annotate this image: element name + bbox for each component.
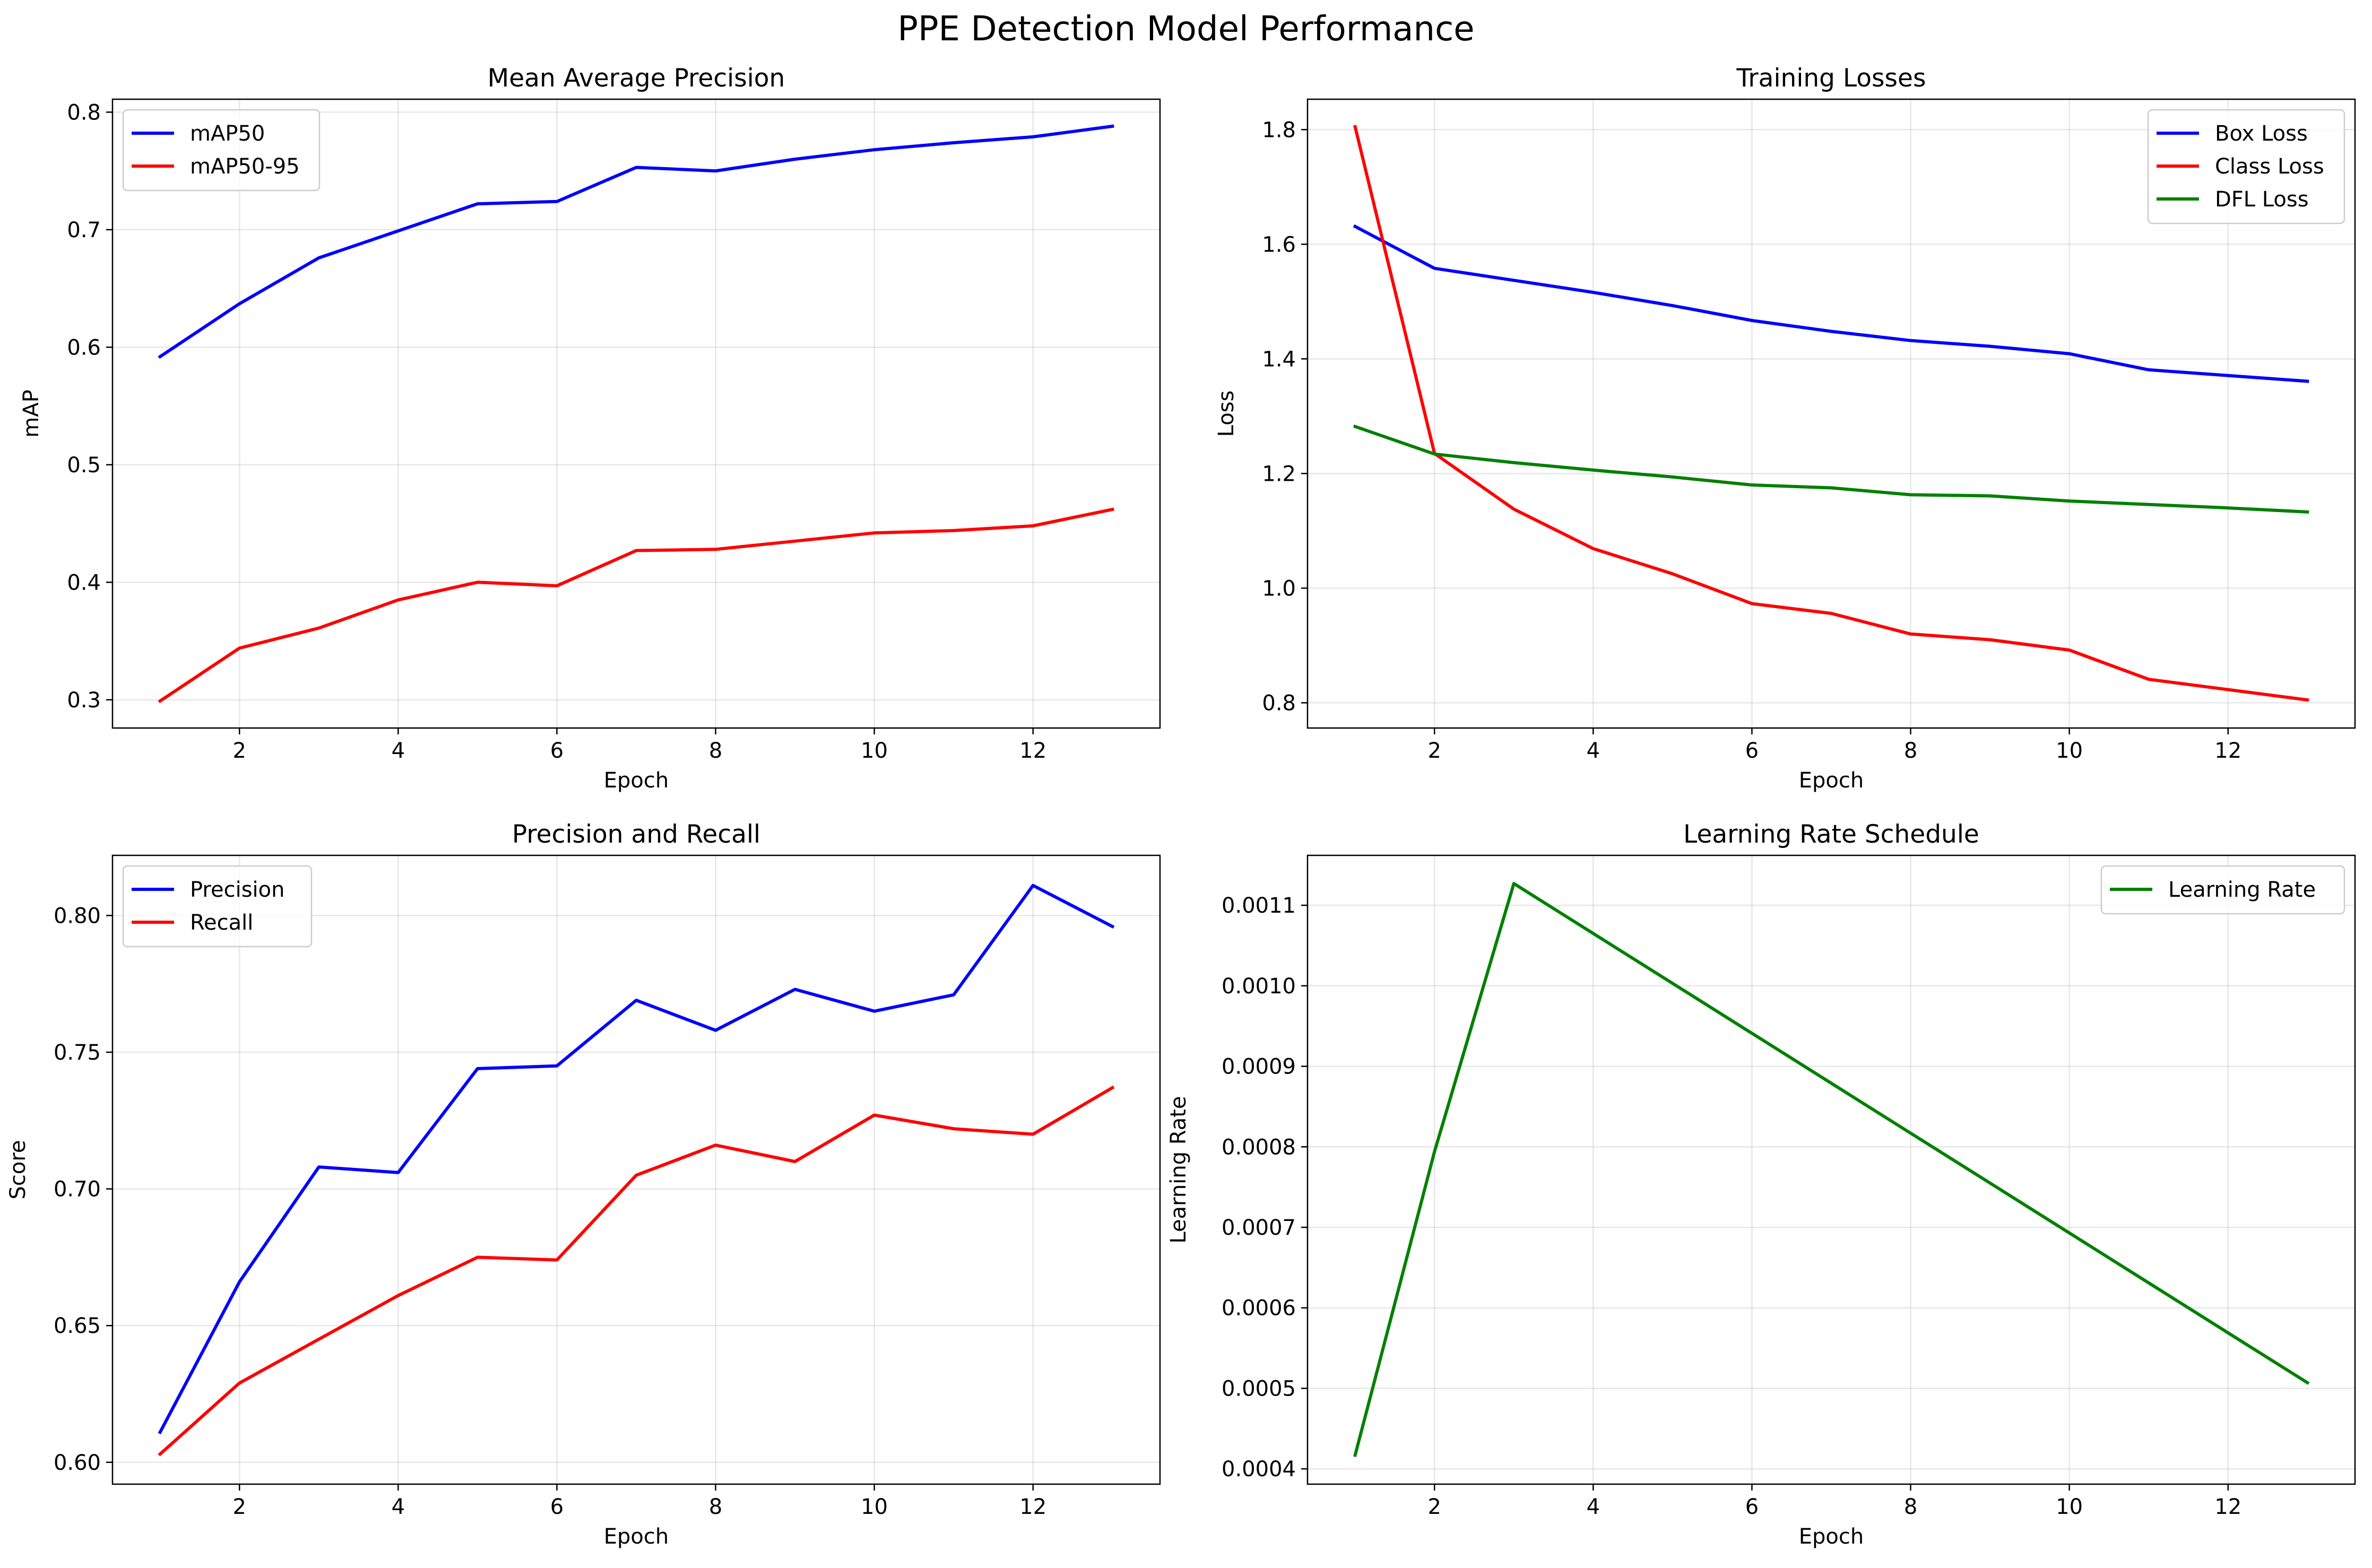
chart3-legend: Precision Recall — [122, 865, 313, 948]
chart2-ytick-label-3: 1.4 — [1262, 347, 1296, 371]
chart4-xtick-label-2: 6 — [1745, 1495, 1759, 1519]
chart2-xtick-label-3: 8 — [1904, 739, 1917, 763]
panels: 2 4 6 8 10 12 0.3 0.4 0.5 0.6 0.7 0.8 Mean Average P… — [6, 64, 2356, 1549]
chart2-title: Training Losses — [1736, 64, 1926, 93]
chart2-series-dfl-loss-line — [1353, 424, 2309, 514]
chart2-series-class-loss-line — [1353, 125, 2309, 702]
chart2-panel: 2 4 6 8 10 12 0.8 1.0 1.2 1.4 1.6 1.8 Training Losse… — [1214, 64, 2356, 793]
chart1-ytick-label-2: 0.5 — [67, 453, 101, 478]
chart4-ylabel: Learning Rate — [1166, 1096, 1191, 1243]
chart2-ylabel: Loss — [1214, 391, 1239, 437]
chart2-xtick-label-5: 12 — [2214, 739, 2241, 763]
chart2-legend-label-box-loss: Box Loss — [2215, 122, 2308, 146]
chart3-ytick-label-4: 0.80 — [54, 904, 101, 928]
chart1-legend-label-map50-95: mAP50-95 — [190, 154, 300, 179]
chart1-legend-label-map50: mAP50 — [190, 122, 265, 146]
chart3-xtick-label-2: 6 — [550, 1495, 564, 1519]
chart1-axes-frame — [111, 98, 1161, 729]
chart2-ytick-label-4: 1.6 — [1262, 232, 1296, 257]
chart2-series-box-loss-line — [1353, 224, 2309, 383]
chart3-ylabel: Score — [6, 1140, 30, 1199]
chart4-xtick-label-1: 4 — [1587, 1495, 1600, 1519]
chart1-ytick-label-4: 0.7 — [67, 218, 101, 242]
chart3-ytick-label-1: 0.65 — [54, 1314, 101, 1338]
chart3-ytick-label-0: 0.60 — [54, 1451, 101, 1475]
chart2-legend-label-dfl-loss: DFL Loss — [2215, 187, 2309, 212]
chart2-axes-frame — [1306, 98, 2356, 729]
chart1-xtick-label-5: 12 — [1019, 739, 1046, 763]
chart3-xtick-label-5: 12 — [1019, 1495, 1046, 1519]
figure-title: PPE Detection Model Performance — [897, 10, 1474, 49]
chart1-ylabel: mAP — [19, 389, 44, 437]
chart3-axes-frame — [111, 854, 1161, 1485]
chart3-series-precision-line — [158, 883, 1115, 1435]
chart3-legend-box — [122, 865, 313, 948]
chart1-xtick-label-3: 8 — [709, 739, 722, 763]
chart1-xtick-label-1: 4 — [392, 739, 405, 763]
chart1-title: Mean Average Precision — [488, 64, 785, 93]
chart4-ytick-label-7: 0.0011 — [1222, 894, 1296, 918]
chart2-xtick-label-4: 10 — [2056, 739, 2083, 763]
chart4-xtick-label-5: 12 — [2214, 1495, 2241, 1519]
chart3-ytick-label-2: 0.70 — [54, 1177, 101, 1202]
chart4-panel: 2 4 6 8 10 12 0.0004 0.0005 0.0006 0.0007 0.0008 0.… — [1166, 820, 2356, 1549]
chart1-ytick-label-1: 0.4 — [67, 570, 101, 595]
chart2-legend-label-class-loss: Class Loss — [2215, 154, 2324, 179]
chart3-xlabel: Epoch — [604, 1524, 669, 1549]
chart3-xtick-label-0: 2 — [233, 1495, 246, 1519]
chart2-ytick-label-1: 1.0 — [1262, 576, 1296, 601]
chart4-series-learning-rate-line — [1353, 882, 2310, 1458]
chart1-series-map50-line — [158, 124, 1114, 359]
chart4-ytick-label-0: 0.0004 — [1222, 1457, 1296, 1482]
chart2-ytick-label-2: 1.2 — [1262, 462, 1296, 486]
chart3-ytick-label-3: 0.75 — [54, 1041, 101, 1065]
chart3-panel: 2 4 6 8 10 12 0.60 0.65 0.70 0.75 0.80 Precision an… — [6, 820, 1161, 1549]
chart4-xtick-label-4: 10 — [2056, 1495, 2083, 1519]
chart3-xtick-label-4: 10 — [861, 1495, 888, 1519]
chart2-xtick-label-1: 4 — [1587, 739, 1600, 763]
chart1-xlabel: Epoch — [604, 768, 669, 793]
chart1-ytick-label-5: 0.8 — [67, 100, 101, 125]
chart4-legend-box — [2100, 865, 2345, 915]
chart3-series-recall-line — [158, 1085, 1115, 1457]
chart2-xtick-label-2: 6 — [1745, 739, 1759, 763]
chart4-xtick-label-3: 8 — [1904, 1495, 1917, 1519]
chart4-xlabel: Epoch — [1799, 1524, 1864, 1549]
chart4-ytick-label-5: 0.0009 — [1222, 1055, 1296, 1079]
chart2-legend: Box Loss Class Loss DFL Loss — [2147, 109, 2345, 224]
chart1-panel: 2 4 6 8 10 12 0.3 0.4 0.5 0.6 0.7 0.8 Mean Average P… — [19, 64, 1161, 793]
chart2-xlabel: Epoch — [1799, 768, 1864, 793]
chart4-title: Learning Rate Schedule — [1683, 820, 1979, 849]
chart4-legend: Learning Rate — [2100, 865, 2345, 915]
chart2-legend-box — [2147, 109, 2345, 224]
chart2-xtick-label-0: 2 — [1428, 739, 1441, 763]
chart4-ytick-label-1: 0.0005 — [1222, 1376, 1296, 1401]
chart4-legend-label-learning-rate: Learning Rate — [2168, 878, 2316, 902]
chart3-legend-label-recall: Recall — [190, 911, 253, 935]
chart2-ytick-label-0: 0.8 — [1262, 691, 1296, 715]
chart4-ytick-label-3: 0.0007 — [1222, 1216, 1296, 1240]
chart1-legend: mAP50 mAP50-95 — [122, 109, 321, 192]
chart4-axes-frame — [1306, 854, 2356, 1485]
chart1-series-map50-95-line — [158, 507, 1114, 704]
chart3-title: Precision and Recall — [512, 820, 760, 849]
chart3-legend-label-precision: Precision — [190, 878, 284, 902]
chart1-xtick-label-4: 10 — [861, 739, 888, 763]
chart1-ytick-label-3: 0.6 — [67, 335, 101, 360]
chart2-ytick-label-5: 1.8 — [1262, 118, 1296, 142]
chart4-ytick-label-4: 0.0008 — [1222, 1135, 1296, 1159]
chart4-xtick-label-0: 2 — [1428, 1495, 1441, 1519]
chart4-ytick-label-2: 0.0006 — [1222, 1296, 1296, 1321]
chart1-xtick-label-2: 6 — [550, 739, 564, 763]
chart3-xtick-label-3: 8 — [709, 1495, 722, 1519]
chart3-xtick-label-1: 4 — [392, 1495, 405, 1519]
chart1-ytick-label-0: 0.3 — [67, 688, 101, 713]
chart4-ytick-label-6: 0.0010 — [1222, 974, 1296, 999]
chart1-xtick-label-0: 2 — [233, 739, 246, 763]
chart1-legend-box — [122, 109, 321, 192]
